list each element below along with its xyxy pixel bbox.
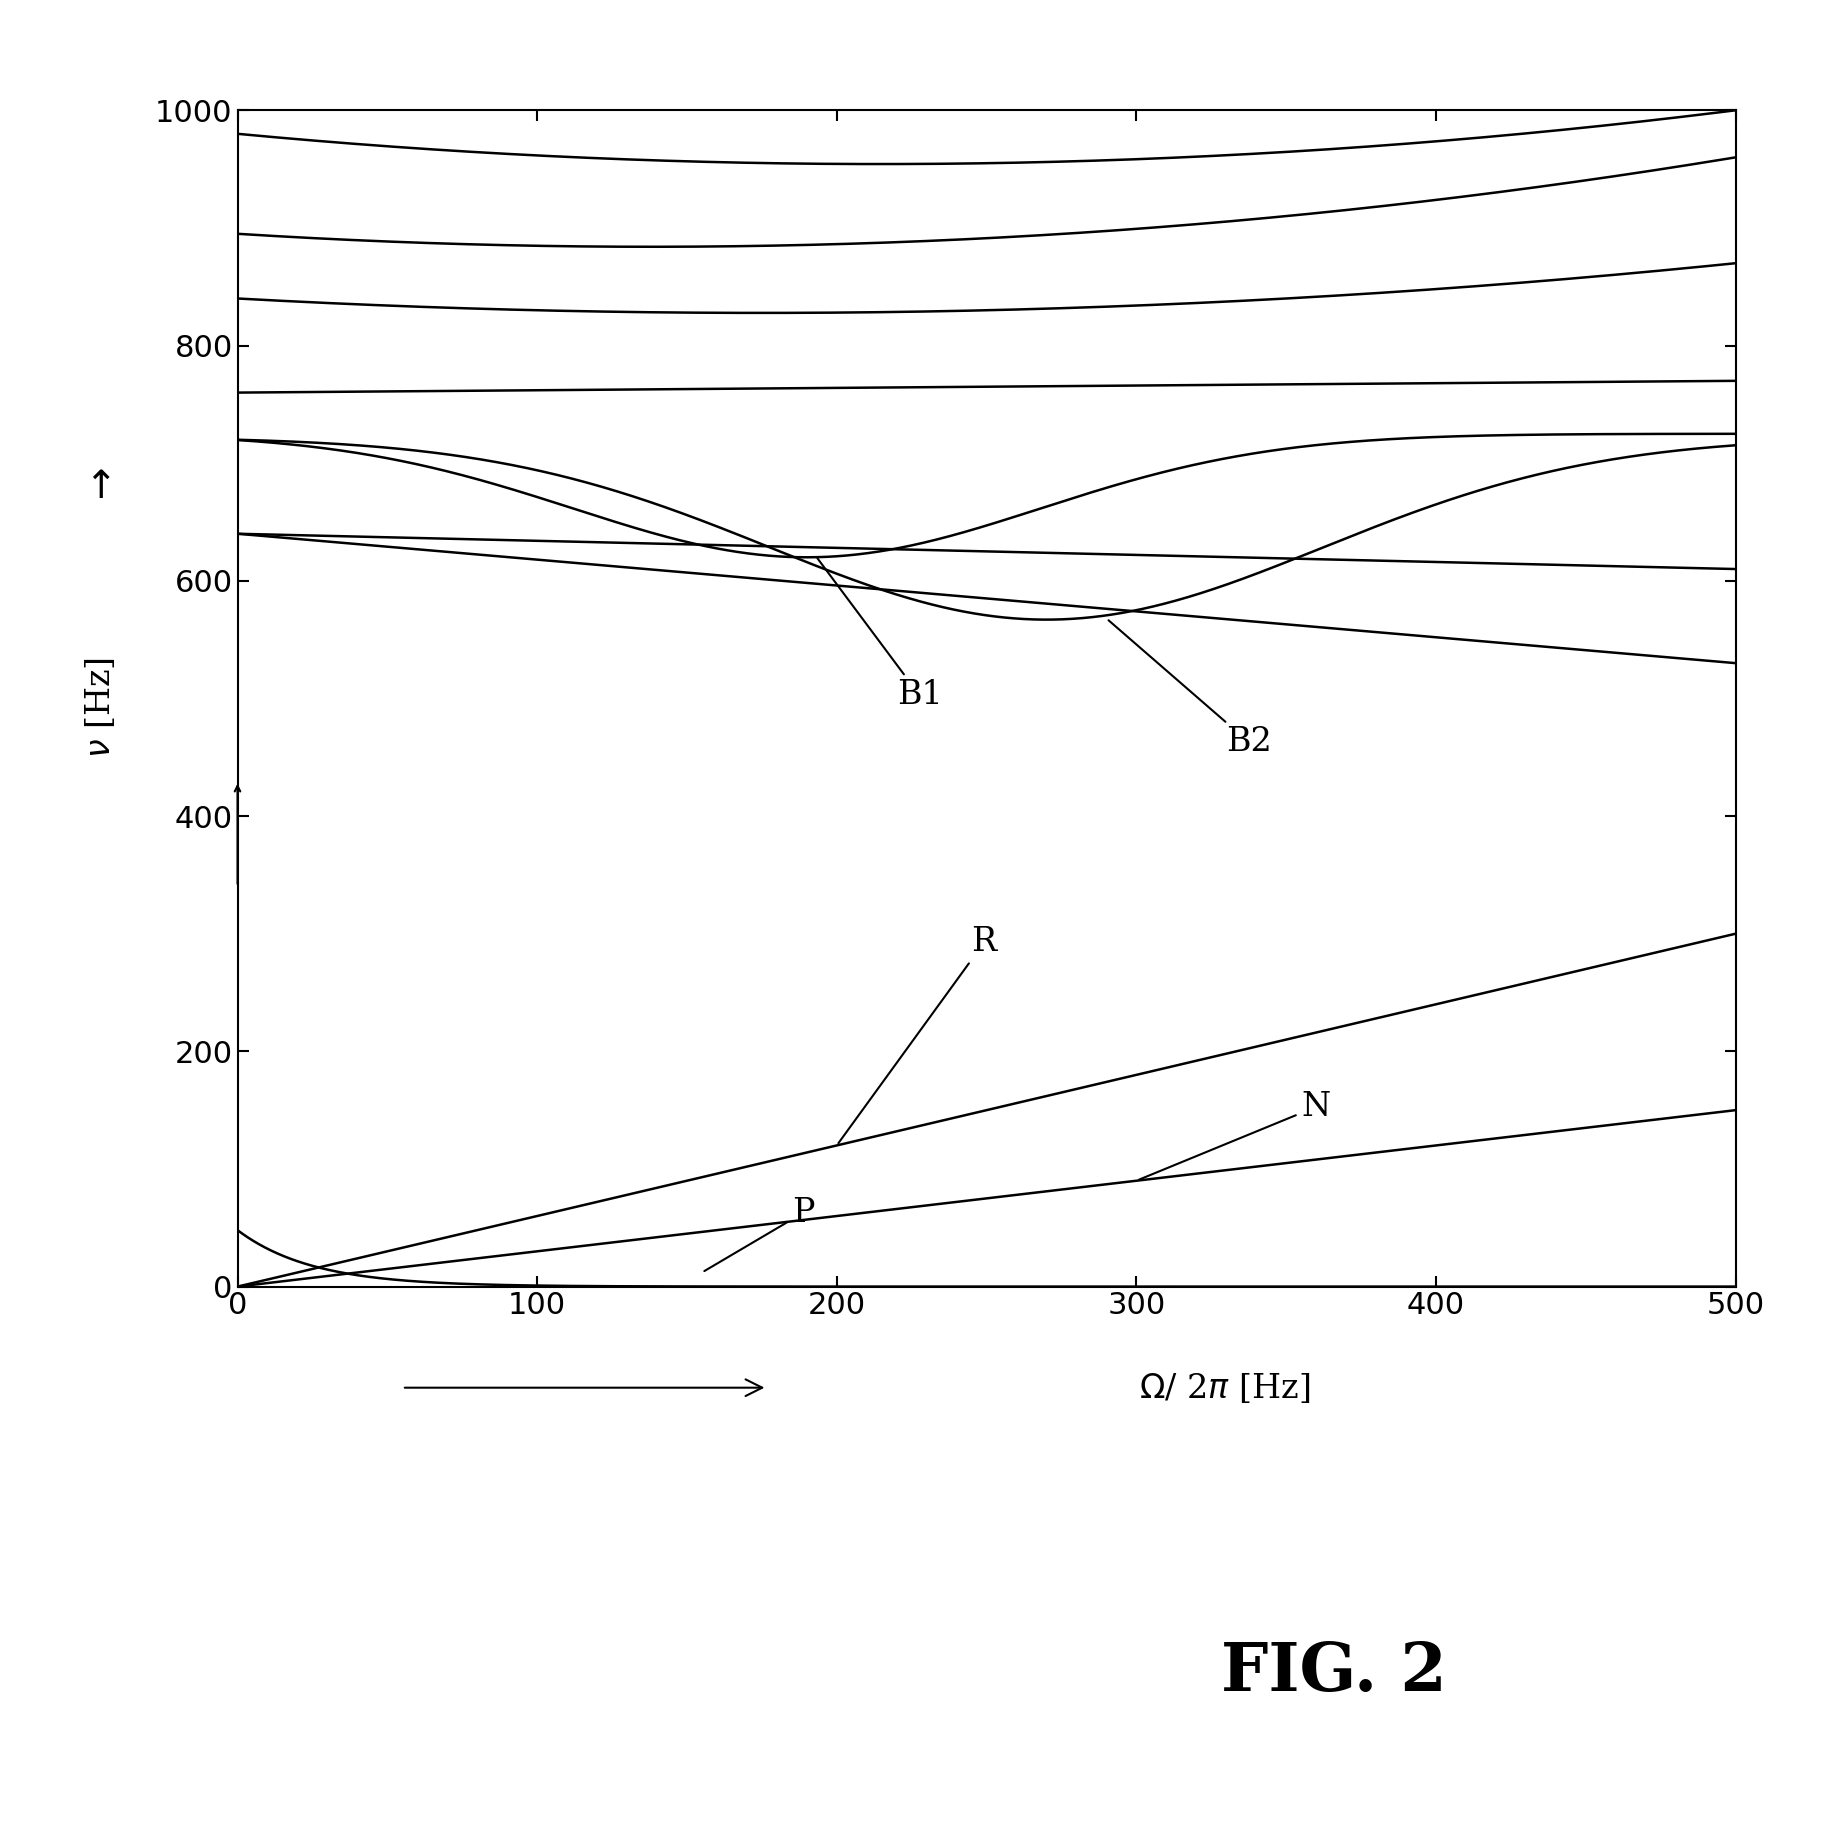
Text: P: P bbox=[705, 1197, 815, 1272]
Text: B2: B2 bbox=[1109, 619, 1272, 759]
Text: B1: B1 bbox=[817, 559, 943, 711]
Text: R: R bbox=[839, 926, 998, 1143]
Text: ↑: ↑ bbox=[84, 469, 117, 505]
Text: N: N bbox=[1138, 1092, 1330, 1180]
Text: $\nu$ [Hz]: $\nu$ [Hz] bbox=[84, 658, 117, 757]
Text: FIG. 2: FIG. 2 bbox=[1220, 1639, 1447, 1706]
Text: $\Omega$/ 2$\pi$ [Hz]: $\Omega$/ 2$\pi$ [Hz] bbox=[1138, 1371, 1310, 1404]
